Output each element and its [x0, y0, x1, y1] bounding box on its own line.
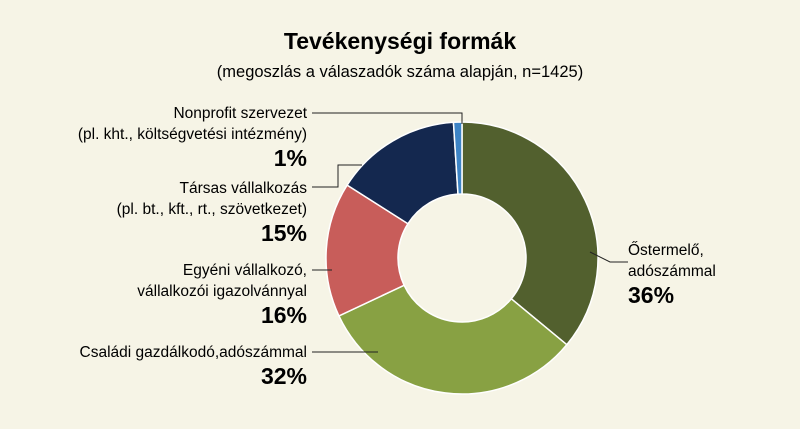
slice-nonprofit-szervezet: [452, 121, 463, 195]
percent-ostermelo: 36%: [628, 282, 674, 308]
chart-title: Tevékenységi formák: [284, 28, 516, 54]
label-nonprofit-szervezet-line-1: Nonprofit szervezet: [173, 105, 307, 122]
label-ostermelo-line-2: adószámmal: [628, 263, 716, 280]
slice-ostermelo: [461, 121, 599, 346]
percent-csaladi-gazdalkodo-adoszammal: 32%: [261, 363, 307, 389]
leader-line-tarsas-vallalkozas: [312, 164, 362, 188]
percent-nonprofit-szervezet: 1%: [274, 145, 307, 171]
slice-egyeni-vallalkozo: [325, 184, 409, 317]
percent-tarsas-vallalkozas: 15%: [261, 220, 307, 246]
label-egyeni-vallalkozo-line-2: vállalkozói igazolvánnyal: [137, 283, 307, 300]
label-egyeni-vallalkozo-line-1: Egyéni vállalkozó,: [183, 262, 307, 279]
label-tarsas-vallalkozas-line-1: Társas vállalkozás: [180, 180, 308, 197]
label-ostermelo-line-1: Őstermelő,: [628, 242, 704, 259]
slices-group: [325, 121, 599, 395]
label-nonprofit-szervezet-line-2: (pl. kht., költségvetési intézmény): [78, 126, 307, 143]
slice-csaladi-gazdalkodo-adoszammal: [337, 284, 568, 395]
leader-line-nonprofit-szervezet: [312, 112, 463, 124]
leader-lines-group: [312, 112, 628, 353]
labels-group: Őstermelő, adószámmal 36% Családi gazdálkod…: [78, 105, 716, 389]
chart-subtitle: (megoszlás a válaszadók száma alapján, n…: [217, 63, 583, 81]
leader-line-ostermelo: [589, 251, 628, 263]
percent-egyeni-vallalkozo: 16%: [261, 302, 307, 328]
label-tarsas-vallalkozas-line-2: (pl. bt., kft., rt., szövetkezet): [117, 201, 307, 218]
label-csaladi-gazdalkodo-adoszammal-line-1: Családi gazdálkodó,adószámmal: [80, 344, 307, 361]
